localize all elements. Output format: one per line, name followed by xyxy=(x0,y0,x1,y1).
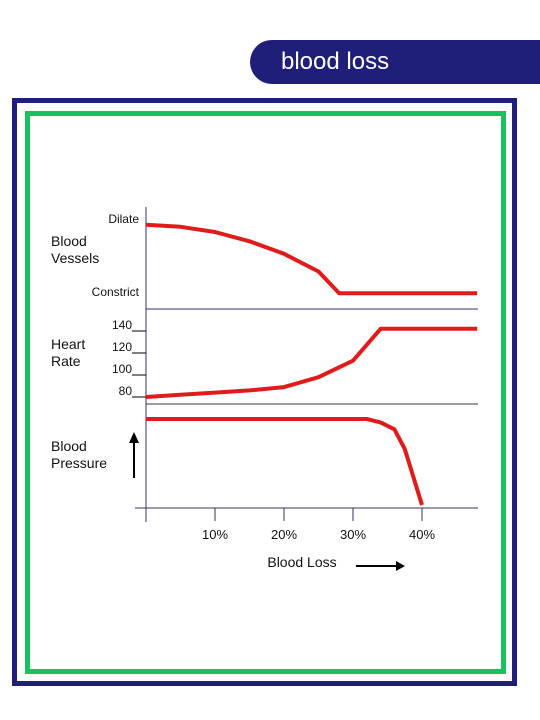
chart-axes xyxy=(132,207,478,522)
x-axis-label: Blood Loss xyxy=(267,554,336,570)
y-tick-label: 120 xyxy=(112,340,132,354)
x-tick-label: 30% xyxy=(340,527,366,542)
chart-marks xyxy=(145,222,478,506)
y-tick-label: Dilate xyxy=(108,212,139,226)
heart-rate-line xyxy=(145,326,478,399)
y-tick-label: 100 xyxy=(112,362,132,376)
panel-label-blood-pressure: Blood xyxy=(51,438,87,454)
blood-pressure-line xyxy=(146,417,424,506)
x-tick-label: 20% xyxy=(271,527,297,542)
blood-vessels-line xyxy=(145,222,478,296)
y-tick-label: 80 xyxy=(119,384,133,398)
title-banner: blood loss xyxy=(250,40,540,84)
panel-label-blood-vessels: Vessels xyxy=(51,250,99,266)
panel-label-heart-rate: Heart xyxy=(51,336,85,352)
pressure-up-arrow-head xyxy=(129,432,139,443)
x-axis-arrow-head xyxy=(396,561,405,571)
page-title: blood loss xyxy=(281,48,390,75)
panel-label-heart-rate: Rate xyxy=(51,353,81,369)
y-tick-label: Constrict xyxy=(92,285,140,299)
panel-label-blood-vessels: Blood xyxy=(51,233,87,249)
x-tick-label: 40% xyxy=(409,527,435,542)
y-tick-label: 140 xyxy=(112,318,132,332)
x-tick-label: 10% xyxy=(202,527,228,542)
chart-labels: 10% 20% 30% 40%Blood LossBloodVesselsDilate… xyxy=(51,212,435,571)
inner-frame xyxy=(25,111,506,674)
panel-label-blood-pressure: Pressure xyxy=(51,455,107,471)
